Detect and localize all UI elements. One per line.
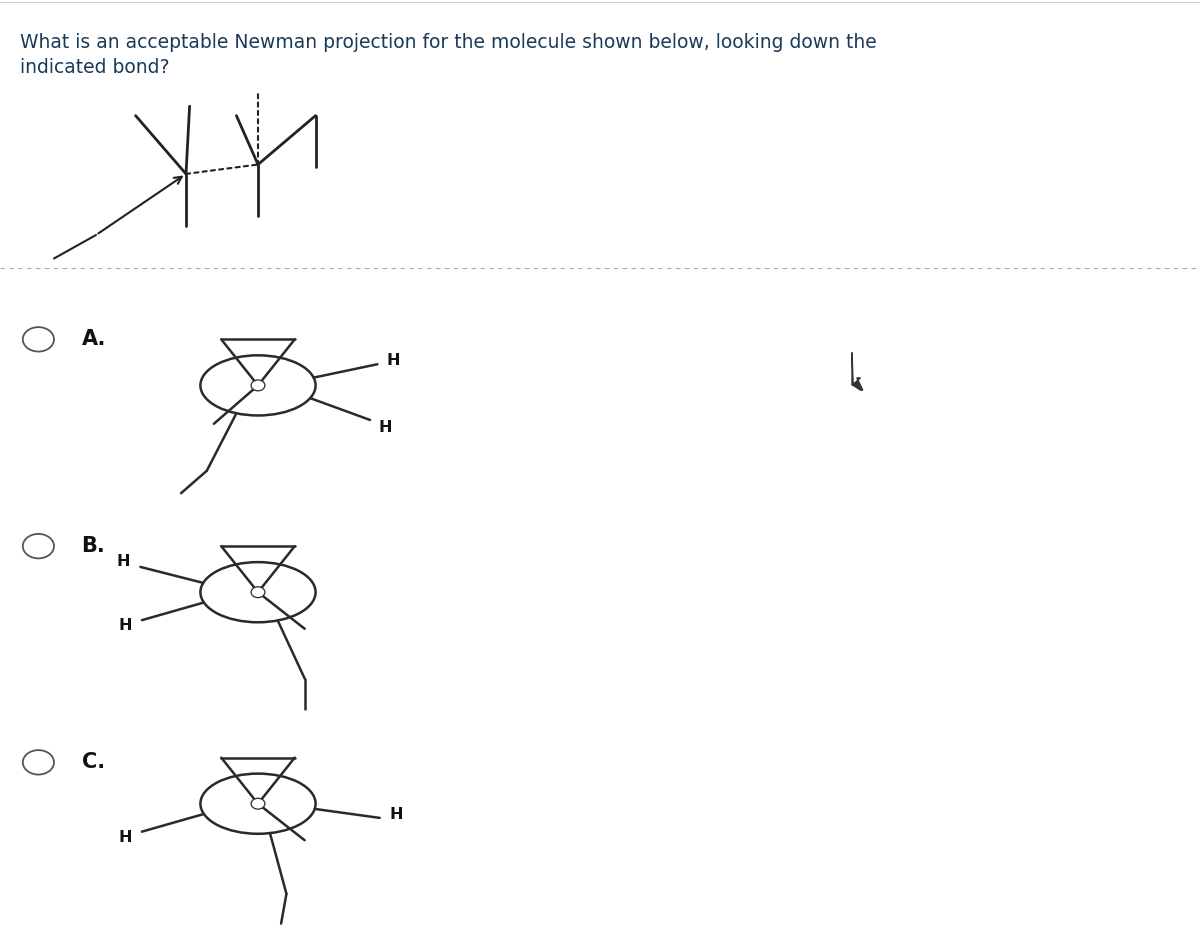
- Text: What is an acceptable Newman projection for the molecule shown below, looking do: What is an acceptable Newman projection …: [20, 33, 877, 52]
- Text: indicated bond?: indicated bond?: [20, 58, 170, 77]
- Circle shape: [251, 587, 265, 598]
- Polygon shape: [852, 352, 863, 390]
- Text: B.: B.: [82, 536, 106, 556]
- Text: H: H: [119, 619, 132, 634]
- Text: H: H: [379, 420, 392, 435]
- Circle shape: [251, 798, 265, 809]
- Text: H: H: [390, 807, 403, 822]
- Text: H: H: [116, 554, 131, 569]
- Text: H: H: [386, 353, 400, 368]
- Text: A.: A.: [82, 329, 106, 350]
- Text: C.: C.: [82, 752, 104, 773]
- Text: H: H: [119, 830, 132, 845]
- Circle shape: [251, 380, 265, 391]
